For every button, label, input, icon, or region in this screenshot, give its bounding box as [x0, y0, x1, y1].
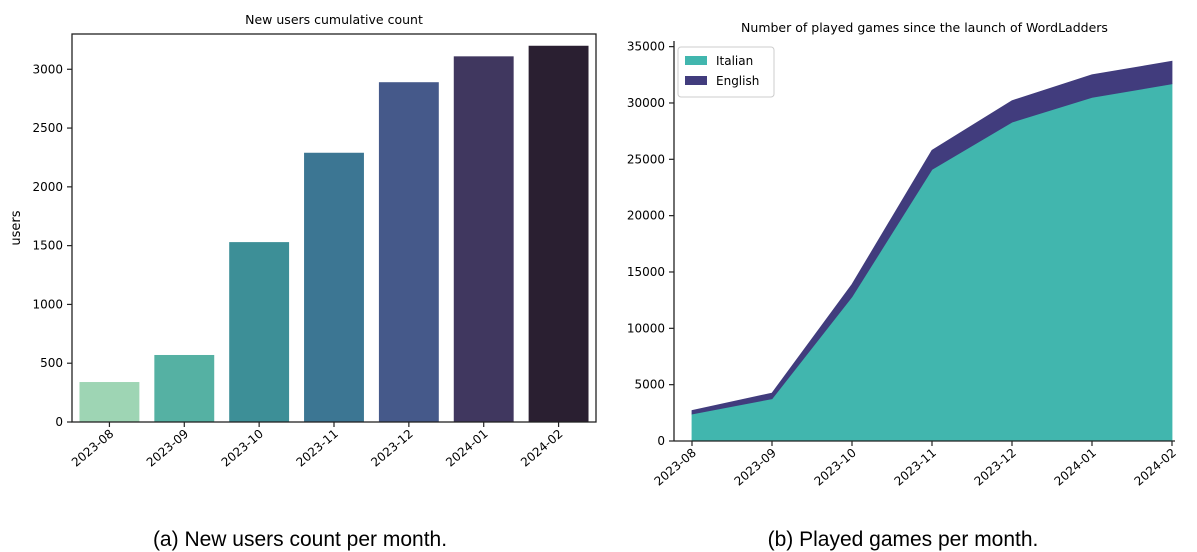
y-tick-label: 2500	[32, 121, 63, 135]
area-series-english	[691, 60, 1173, 415]
caption: (a) New users count per month.	[153, 528, 447, 551]
x-tick-label: 2024-02	[1132, 446, 1179, 489]
area-series-italian	[691, 83, 1173, 442]
y-tick-label: 35000	[627, 40, 665, 54]
bar-2023-08	[79, 382, 140, 422]
bar-chart: 0 500 1000 1500 2000 2500 3000 2023-08 2023-09 20…	[9, 12, 597, 551]
y-tick-label: 20000	[627, 209, 665, 223]
bar-2024-02	[528, 45, 589, 423]
x-tick-label: 2024-01	[443, 427, 490, 470]
y-tick-label: 10000	[627, 321, 665, 335]
y-tick-label: 30000	[627, 96, 665, 110]
x-tick-label: 2023-12	[368, 427, 415, 470]
x-tick-label: 2023-11	[294, 427, 341, 470]
area-chart: 0 5000 10000 15000 20000 25000 30000 35000 2023-…	[627, 20, 1179, 551]
x-tick-label: 2023-11	[892, 446, 939, 489]
x-tick-label: 2023-08	[652, 446, 699, 489]
bar-2023-09	[154, 354, 215, 422]
y-tick-label: 0	[657, 434, 665, 448]
bar-2024-01	[453, 56, 514, 423]
y-tick-label: 500	[40, 356, 63, 370]
y-tick-label: 0	[55, 415, 63, 429]
x-tick-label: 2023-10	[812, 446, 859, 489]
x-tick-label: 2023-12	[972, 446, 1019, 489]
x-tick-label: 2024-02	[518, 427, 565, 470]
legend-label: Italian	[716, 54, 753, 68]
x-tick-label: 2023-09	[144, 427, 191, 470]
y-tick-label: 1000	[32, 297, 63, 311]
legend: Italian English	[677, 46, 775, 98]
caption: (b) Played games per month.	[768, 528, 1039, 551]
bar-2023-10	[229, 242, 290, 422]
bar-2023-12	[378, 82, 439, 423]
x-tick-label: 2023-10	[219, 427, 266, 470]
legend-swatch	[685, 76, 707, 85]
y-tick-label: 25000	[627, 152, 665, 166]
y-axis-label: users	[9, 210, 24, 245]
x-tick-label: 2023-08	[69, 427, 116, 470]
bar-2023-11	[304, 152, 364, 422]
x-tick-label: 2023-09	[732, 446, 779, 489]
x-tick-label: 2024-01	[1052, 446, 1099, 489]
chart-title: New users cumulative count	[245, 12, 423, 27]
chart-title: Number of played games since the launch …	[741, 20, 1108, 35]
y-tick-label: 2000	[32, 180, 63, 194]
y-tick-label: 1500	[32, 239, 63, 253]
legend-swatch	[685, 56, 707, 65]
legend-label: English	[716, 74, 759, 88]
y-tick-label: 5000	[634, 378, 665, 392]
y-tick-label: 15000	[627, 265, 665, 279]
y-tick-label: 3000	[32, 62, 63, 76]
